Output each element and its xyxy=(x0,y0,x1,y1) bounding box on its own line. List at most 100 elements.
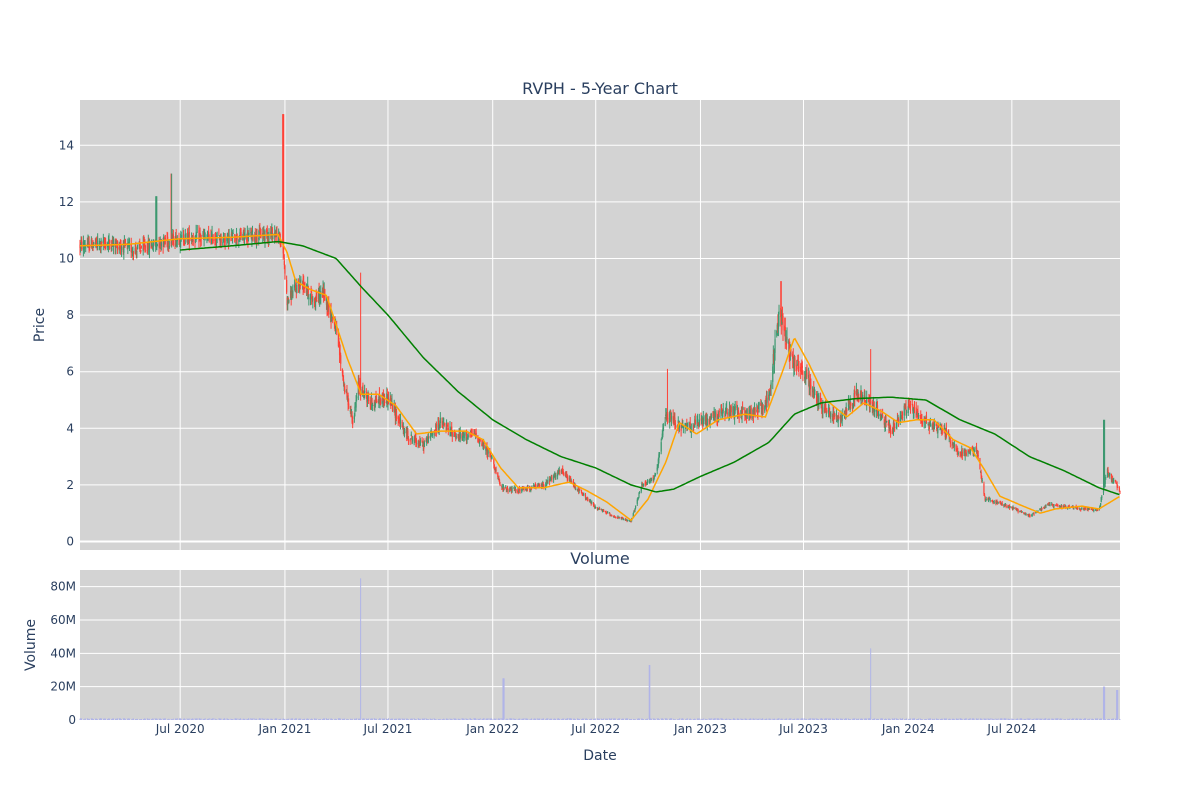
volume-bar xyxy=(361,719,363,720)
volume-bar xyxy=(805,719,807,720)
volume-bar xyxy=(506,719,508,720)
volume-bar xyxy=(896,718,898,720)
candle-body xyxy=(595,507,597,508)
candle-body xyxy=(83,246,86,248)
candle-body xyxy=(708,420,710,422)
candle-body xyxy=(580,490,583,494)
volume-bar xyxy=(368,718,370,720)
candle-body xyxy=(147,249,149,252)
volume-bar xyxy=(200,718,202,720)
volume-bar xyxy=(892,718,894,720)
volume-bar xyxy=(709,718,711,720)
volume-bar xyxy=(1015,718,1017,720)
candle-body xyxy=(973,449,975,453)
candle-body xyxy=(505,486,507,489)
volume-bar xyxy=(235,718,237,720)
candle-body xyxy=(206,237,209,241)
candle-body xyxy=(316,300,318,302)
candle-body xyxy=(507,490,509,492)
candle-body xyxy=(748,410,751,416)
volume-bar xyxy=(726,718,728,720)
candle-body xyxy=(1080,509,1082,511)
candle-body xyxy=(682,425,684,429)
volume-bar xyxy=(705,719,707,720)
candle-body xyxy=(103,239,105,241)
volume-bar xyxy=(845,718,847,720)
price-axis-title: Price xyxy=(32,308,48,342)
candle-body xyxy=(905,411,908,414)
candle-body xyxy=(762,404,764,410)
volume-bar xyxy=(756,718,758,720)
volume-bar xyxy=(497,718,499,720)
volume-bar xyxy=(418,718,420,720)
candle-body xyxy=(558,470,560,471)
volume-bar xyxy=(542,718,544,720)
volume-bar xyxy=(665,718,667,720)
candle-body xyxy=(510,487,512,490)
volume-bar xyxy=(1036,719,1038,720)
candle-body xyxy=(656,467,658,471)
volume-bar xyxy=(537,718,539,720)
candle-body xyxy=(459,431,461,439)
volume-bar xyxy=(908,718,910,720)
volume-bar xyxy=(333,719,335,720)
candle-body xyxy=(152,239,155,247)
volume-bar xyxy=(267,718,269,720)
volume-bar xyxy=(247,718,249,720)
volume-bar xyxy=(335,718,337,720)
volume-bar xyxy=(236,718,238,720)
volume-bar xyxy=(664,718,666,720)
candle-body xyxy=(91,247,94,250)
volume-bar xyxy=(912,718,914,720)
candle-body xyxy=(897,419,900,424)
volume-bar xyxy=(748,718,750,720)
volume-bar xyxy=(176,718,178,720)
volume-bar xyxy=(489,718,491,720)
volume-bar xyxy=(503,678,505,720)
candle-body xyxy=(234,234,236,243)
volume-bar xyxy=(804,718,806,720)
volume-bar xyxy=(430,719,432,720)
candle-body xyxy=(845,406,847,412)
volume-bar xyxy=(961,718,963,720)
candle-body xyxy=(650,479,653,481)
candle-body xyxy=(599,508,601,510)
volume-bar xyxy=(1053,718,1055,720)
volume-bar xyxy=(875,718,877,720)
volume-bar xyxy=(754,719,756,720)
volume-bar xyxy=(1031,719,1033,720)
volume-bar xyxy=(530,719,532,720)
x-tick-label: Jul 2021 xyxy=(363,722,413,736)
volume-bar xyxy=(792,719,794,720)
volume-bar xyxy=(247,719,249,720)
candle-body xyxy=(928,423,930,429)
volume-bar xyxy=(612,718,614,720)
candle-body xyxy=(156,244,159,246)
volume-bar xyxy=(669,718,671,720)
volume-bar xyxy=(1051,718,1053,720)
volume-bar xyxy=(447,718,449,720)
candle-body xyxy=(144,245,147,248)
candle-body xyxy=(953,442,955,447)
volume-bar xyxy=(968,718,970,720)
candle-body xyxy=(509,489,511,491)
candle-body xyxy=(421,440,423,443)
candle-body xyxy=(819,397,822,404)
candle-body xyxy=(276,233,278,241)
candle-body xyxy=(1049,503,1051,506)
volume-bar xyxy=(618,718,620,720)
volume-bar xyxy=(216,719,218,720)
candle-body xyxy=(995,501,998,504)
candle-body xyxy=(101,241,103,245)
candle-body xyxy=(1119,491,1121,492)
candle-body xyxy=(837,415,839,422)
candle-body xyxy=(278,232,280,243)
volume-bar xyxy=(884,719,886,720)
volume-bar xyxy=(857,718,859,720)
volume-bar xyxy=(585,718,587,720)
candle-body xyxy=(517,490,519,493)
volume-bar xyxy=(539,718,541,720)
volume-bar xyxy=(290,719,292,720)
volume-bar xyxy=(150,719,152,720)
volume-bar xyxy=(750,718,752,720)
